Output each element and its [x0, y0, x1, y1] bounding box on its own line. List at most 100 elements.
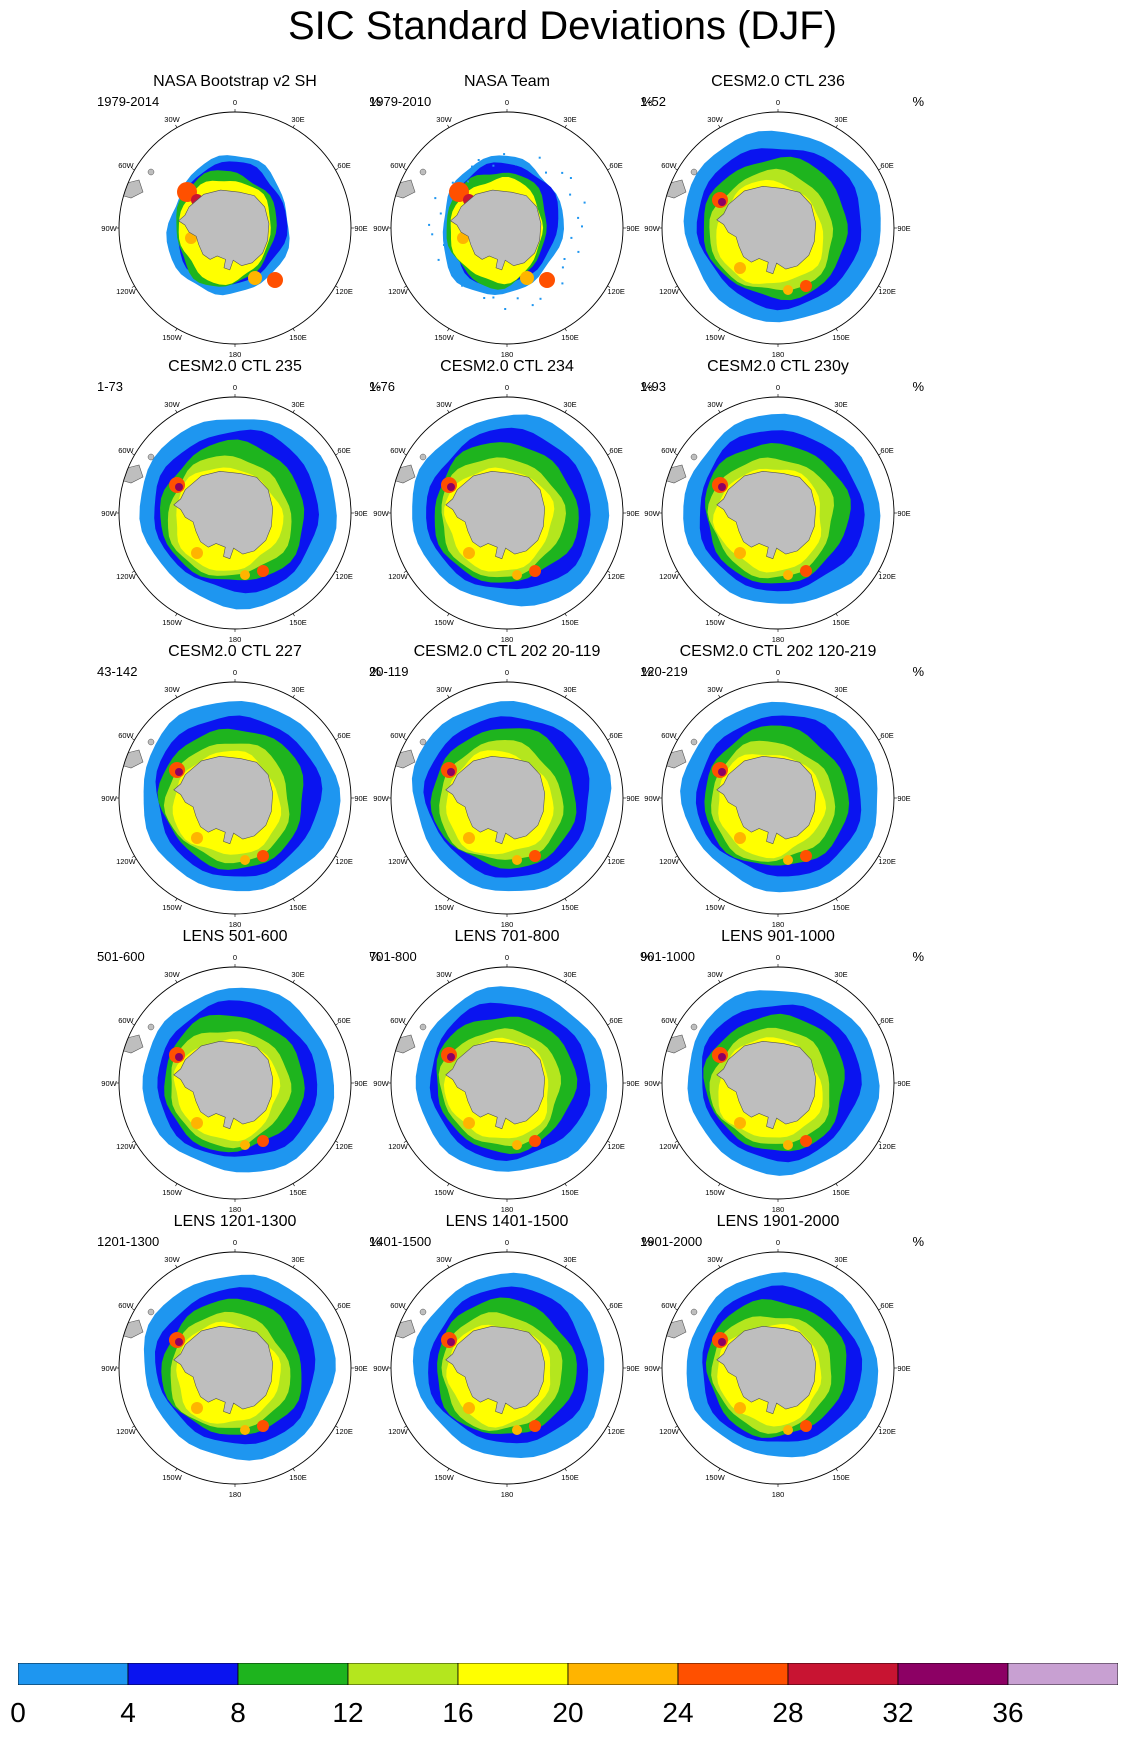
longitude-label: 0: [776, 383, 780, 392]
longitude-label: 150E: [832, 333, 850, 342]
longitude-label: 90E: [354, 1364, 367, 1373]
longitude-label: 90W: [644, 509, 660, 518]
longitude-label: 90E: [354, 509, 367, 518]
panel-period: 1-52: [640, 94, 667, 109]
colorbar-swatch: [897, 1663, 1009, 1685]
longitude-label: 30E: [563, 970, 576, 979]
longitude-label: 120W: [388, 857, 409, 866]
longitude-label: 30W: [164, 400, 180, 409]
longitude-label: 30E: [834, 970, 847, 979]
map-panel: CESM2.0 CTL 234 1-76% 0 30E 60E 90E 120E 150E 18…: [357, 357, 657, 657]
longitude-label: 120E: [607, 1142, 625, 1151]
longitude-label: 60W: [661, 1016, 677, 1025]
polar-map: 0 30E 60E 90E 120E 150E 180 150W 120W 90W 60W 30W: [101, 383, 367, 644]
longitude-label: 60E: [337, 1301, 350, 1310]
colorbar-tick-label: 16: [442, 1697, 474, 1728]
longitude-label: 30E: [291, 685, 304, 694]
panel-unit: %: [641, 1234, 653, 1249]
longitude-label: 60W: [118, 731, 134, 740]
longitude-label: 150W: [162, 1473, 183, 1482]
longitude-label: 30W: [164, 115, 180, 124]
longitude-label: 120E: [878, 1427, 896, 1436]
longitude-label: 30W: [436, 400, 452, 409]
longitude-label: 120E: [878, 857, 896, 866]
longitude-label: 180: [772, 1205, 785, 1214]
longitude-label: 30E: [291, 1255, 304, 1264]
map-panel: CESM2.0 CTL 236 1-52% 0 30E 60E 90E 120E 150E 18…: [628, 72, 928, 372]
colorbar-swatch: [457, 1663, 569, 1685]
longitude-label: 60E: [609, 1301, 622, 1310]
longitude-label: 90E: [897, 1079, 910, 1088]
panel-title: NASA Bootstrap v2 SH: [153, 73, 317, 90]
longitude-label: 30W: [707, 970, 723, 979]
longitude-label: 60E: [337, 446, 350, 455]
map-panel: CESM2.0 CTL 202 20-119 20-119% 0 30E 60E 90E 1…: [357, 642, 657, 942]
longitude-label: 150E: [561, 1473, 579, 1482]
longitude-label: 30W: [436, 970, 452, 979]
longitude-label: 120E: [878, 287, 896, 296]
longitude-label: 60E: [337, 161, 350, 170]
longitude-label: 150W: [705, 1188, 726, 1197]
longitude-label: 30E: [834, 400, 847, 409]
polar-map: 0 30E 60E 90E 120E 150E 180 150W 120W 90W 60W 30W: [373, 1238, 639, 1499]
longitude-label: 60W: [118, 1016, 134, 1025]
longitude-label: 150W: [162, 903, 183, 912]
longitude-label: 60E: [609, 446, 622, 455]
longitude-label: 150E: [561, 333, 579, 342]
longitude-label: 120E: [335, 572, 353, 581]
panel-period: 120-219: [640, 664, 688, 679]
polar-map: 0 30E 60E 90E 120E 150E 180 150W 120W 90W 60W 30W: [644, 953, 910, 1214]
longitude-label: 30W: [707, 685, 723, 694]
panel-title: CESM2.0 CTL 202 120-219: [679, 643, 877, 660]
panel-grid: NASA Bootstrap v2 SH 1979-2014% 0 30E 60E 90E…: [97, 72, 928, 1499]
longitude-label: 90E: [897, 794, 910, 803]
panel-title: CESM2.0 CTL 230y: [707, 358, 849, 375]
longitude-label: 120E: [335, 1142, 353, 1151]
longitude-label: 90E: [354, 224, 367, 233]
longitude-label: 60E: [880, 161, 893, 170]
longitude-label: 90W: [373, 794, 389, 803]
colorbar-tick-label: 24: [662, 1697, 694, 1728]
longitude-label: 30W: [164, 970, 180, 979]
longitude-label: 30W: [164, 685, 180, 694]
longitude-label: 30W: [707, 115, 723, 124]
longitude-label: 90W: [644, 224, 660, 233]
panel-unit: %: [369, 1234, 381, 1249]
longitude-label: 90W: [644, 1364, 660, 1373]
panel-unit: %: [369, 664, 381, 679]
longitude-label: 120W: [116, 1427, 137, 1436]
longitude-label: 90W: [373, 1079, 389, 1088]
longitude-label: 150E: [832, 618, 850, 627]
longitude-label: 30E: [291, 115, 304, 124]
longitude-label: 90W: [373, 224, 389, 233]
map-panel: CESM2.0 CTL 202 120-219 120-219% 0 30E 60E 90…: [628, 642, 928, 942]
longitude-label: 60W: [390, 1016, 406, 1025]
longitude-label: 180: [501, 1490, 514, 1499]
longitude-label: 150W: [434, 1188, 455, 1197]
colorbar-tick-label: 36: [992, 1697, 1024, 1728]
panel-period: 20-119: [369, 664, 409, 679]
map-panel: CESM2.0 CTL 230y 1-93% 0 30E 60E 90E 120E 150E 1…: [628, 357, 928, 657]
panel-period: 1-73: [97, 379, 124, 394]
longitude-label: 90W: [373, 509, 389, 518]
longitude-label: 90E: [626, 794, 639, 803]
longitude-label: 90E: [626, 1364, 639, 1373]
longitude-label: 90E: [897, 1364, 910, 1373]
longitude-label: 90E: [626, 509, 639, 518]
panel-period: 1-76: [369, 379, 396, 394]
polar-map: 0 30E 60E 90E 120E 150E 180 150W 120W 90W 60W 30W: [644, 98, 910, 359]
colorbar: [18, 1663, 1118, 1685]
longitude-label: 120W: [659, 572, 680, 581]
panel-unit: %: [641, 949, 653, 964]
longitude-label: 30E: [563, 400, 576, 409]
colorbar-tick-label: 12: [332, 1697, 364, 1728]
longitude-label: 30W: [707, 400, 723, 409]
colorbar-swatch: [567, 1663, 679, 1685]
panel-unit: %: [369, 379, 381, 394]
longitude-label: 30W: [436, 115, 452, 124]
longitude-label: 150E: [289, 1473, 307, 1482]
panel-unit: %: [641, 664, 653, 679]
longitude-label: 90W: [101, 794, 117, 803]
longitude-label: 120E: [878, 572, 896, 581]
longitude-label: 60W: [390, 161, 406, 170]
